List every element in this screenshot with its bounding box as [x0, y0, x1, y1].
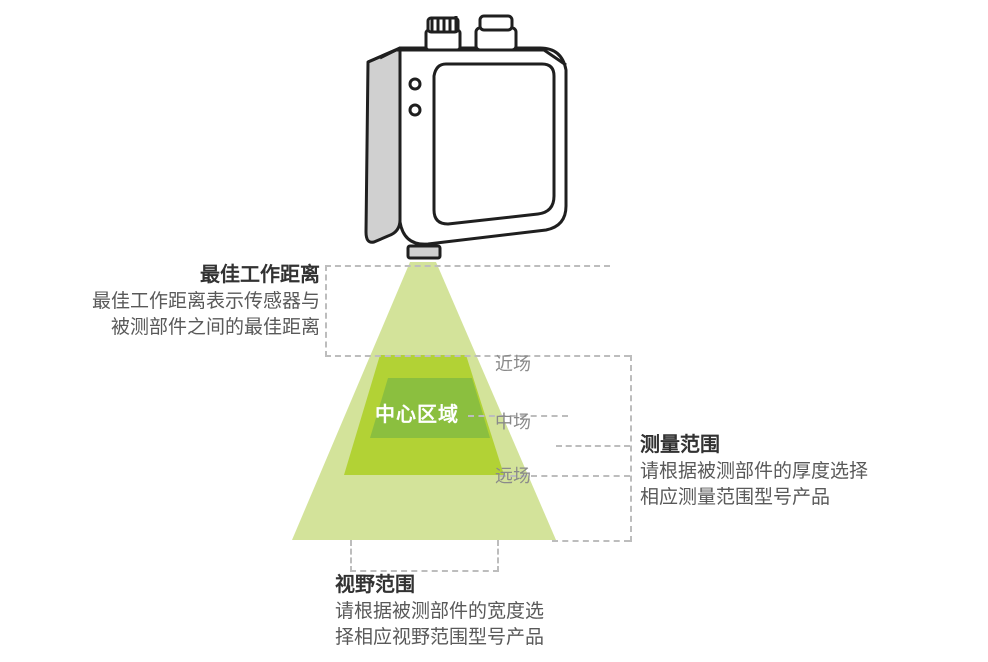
working-distance-body1: 最佳工作距离表示传感器与	[30, 289, 320, 315]
dash-wd-vert	[325, 265, 327, 357]
field-of-view-title: 视野范围	[335, 572, 655, 599]
dash-mr-vert	[630, 355, 632, 542]
field-of-view-block: 视野范围 请根据被测部件的宽度选 择相应视野范围型号产品	[335, 572, 655, 650]
measurement-range-title: 测量范围	[640, 432, 970, 459]
dash-bottom	[552, 540, 630, 542]
diagram-stage: 近场 中场 远场 中心区域 最佳工作距离 最佳工作距离表示传感器与 被测部件之间…	[0, 0, 988, 662]
measurement-range-body2: 相应测量范围型号产品	[640, 485, 970, 511]
dash-top	[325, 265, 610, 267]
measurement-range-block: 测量范围 请根据被测部件的厚度选择 相应测量范围型号产品	[640, 432, 970, 510]
dash-fov-right	[497, 540, 499, 572]
working-distance-block: 最佳工作距离 最佳工作距离表示传感器与 被测部件之间的最佳距离	[30, 262, 320, 340]
dash-near	[325, 355, 630, 357]
dash-measure-connector	[556, 445, 630, 447]
working-distance-title: 最佳工作距离	[30, 262, 320, 289]
beam-center-label: 中心区域	[375, 398, 459, 427]
field-of-view-body2: 择相应视野范围型号产品	[335, 625, 655, 651]
working-distance-body2: 被测部件之间的最佳距离	[30, 315, 320, 341]
zone-mid-label: 中场	[495, 408, 531, 434]
measurement-range-body1: 请根据被测部件的厚度选择	[640, 459, 970, 485]
dash-fov-left	[350, 540, 352, 572]
zone-near-label: 近场	[495, 350, 531, 376]
zone-far-label: 远场	[495, 462, 531, 488]
field-of-view-body1: 请根据被测部件的宽度选	[335, 599, 655, 625]
